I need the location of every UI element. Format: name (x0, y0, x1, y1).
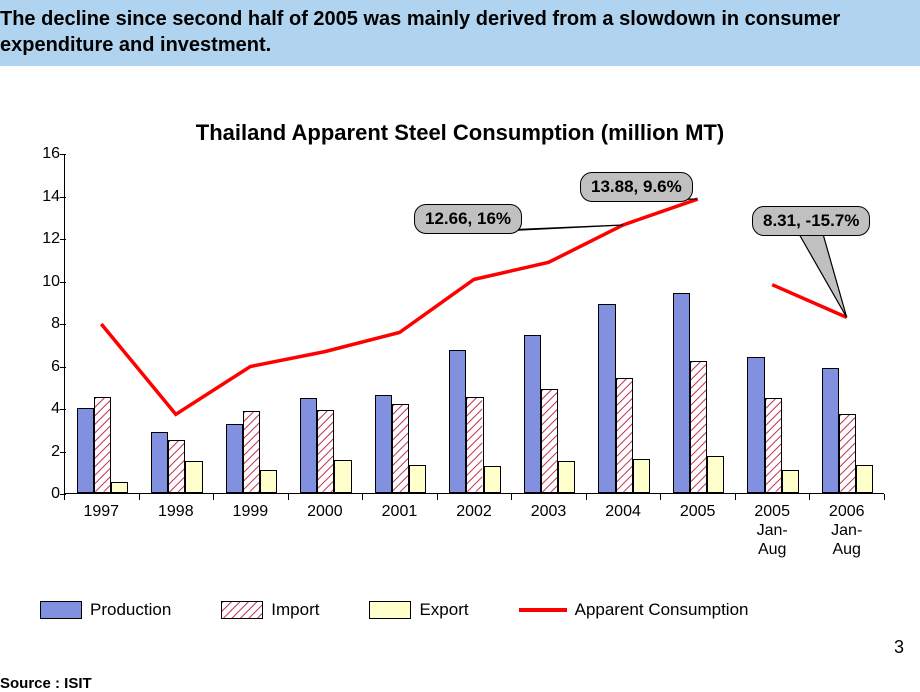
bar-import (765, 398, 782, 493)
y-tick-label: 8 (51, 315, 60, 333)
bar-production (598, 304, 615, 493)
x-category-label: 2005 Jan- Aug (735, 502, 810, 560)
bar-production (524, 335, 541, 493)
x-category-label: 2003 (511, 502, 586, 521)
source-label: Source : ISIT (0, 675, 92, 692)
legend-swatch (221, 601, 263, 619)
y-tick-label: 12 (42, 230, 60, 248)
bar-import (317, 410, 334, 493)
x-category-label: 2005 (660, 502, 735, 521)
x-category-label: 2006 Jan- Aug (809, 502, 884, 560)
callout: 13.88, 9.6% (580, 172, 693, 202)
legend-item: Export (369, 600, 468, 620)
bar-export (334, 460, 351, 493)
page-number: 3 (894, 637, 904, 658)
x-category-label: 2004 (586, 502, 661, 521)
legend-item: Production (40, 600, 171, 620)
x-category-label: 1998 (139, 502, 214, 521)
bar-import (392, 404, 409, 493)
bar-production (375, 395, 392, 493)
legend-label: Export (419, 600, 468, 620)
chart-title: Thailand Apparent Steel Consumption (mil… (20, 120, 900, 146)
legend-label: Production (90, 600, 171, 620)
x-category-label: 1997 (64, 502, 139, 521)
bar-import (839, 414, 856, 493)
x-category-label: 2002 (437, 502, 512, 521)
y-tick-label: 14 (42, 188, 60, 206)
bar-export (409, 465, 426, 493)
banner-text: The decline since second half of 2005 wa… (0, 8, 840, 56)
bar-production (226, 424, 243, 493)
callout: 12.66, 16% (414, 204, 522, 234)
bar-production (77, 408, 94, 493)
bar-production (673, 293, 690, 493)
legend-swatch (40, 601, 82, 619)
bar-import (243, 411, 260, 493)
x-category-label: 1999 (213, 502, 288, 521)
legend-swatch (519, 608, 567, 612)
chart-area: Thailand Apparent Steel Consumption (mil… (20, 120, 900, 620)
y-tick-label: 4 (51, 400, 60, 418)
legend-item: Import (221, 600, 319, 620)
bar-import (466, 397, 483, 493)
bar-export (856, 465, 873, 493)
legend-label: Import (271, 600, 319, 620)
bar-production (300, 398, 317, 493)
y-tick-label: 2 (51, 443, 60, 461)
legend-item: Apparent Consumption (519, 600, 749, 620)
bar-export (111, 482, 128, 493)
bar-export (782, 470, 799, 493)
legend: Production Import Export Apparent Consumpti… (40, 600, 749, 620)
bar-import (94, 397, 111, 493)
legend-swatch (369, 601, 411, 619)
bar-production (822, 368, 839, 493)
bar-import (541, 389, 558, 493)
bar-production (449, 350, 466, 493)
y-tick-label: 16 (42, 145, 60, 163)
bar-export (185, 461, 202, 493)
y-tick-label: 0 (51, 485, 60, 503)
bar-export (484, 466, 501, 493)
y-tick-label: 10 (42, 273, 60, 291)
y-tick-label: 6 (51, 358, 60, 376)
bar-export (707, 456, 724, 493)
banner: The decline since second half of 2005 wa… (0, 0, 920, 66)
bar-export (260, 470, 277, 493)
plot-wrap: 0246810121416 19971998199920002001200220… (64, 154, 884, 494)
x-category-label: 2000 (288, 502, 363, 521)
bar-import (168, 440, 185, 493)
bar-export (558, 461, 575, 493)
bar-export (633, 459, 650, 493)
bar-production (151, 432, 168, 493)
y-axis: 0246810121416 (24, 154, 60, 494)
bar-production (747, 357, 764, 493)
bar-import (616, 378, 633, 493)
x-category-label: 2001 (362, 502, 437, 521)
bar-import (690, 361, 707, 493)
legend-label: Apparent Consumption (575, 600, 749, 620)
callout: 8.31, -15.7% (752, 206, 870, 236)
